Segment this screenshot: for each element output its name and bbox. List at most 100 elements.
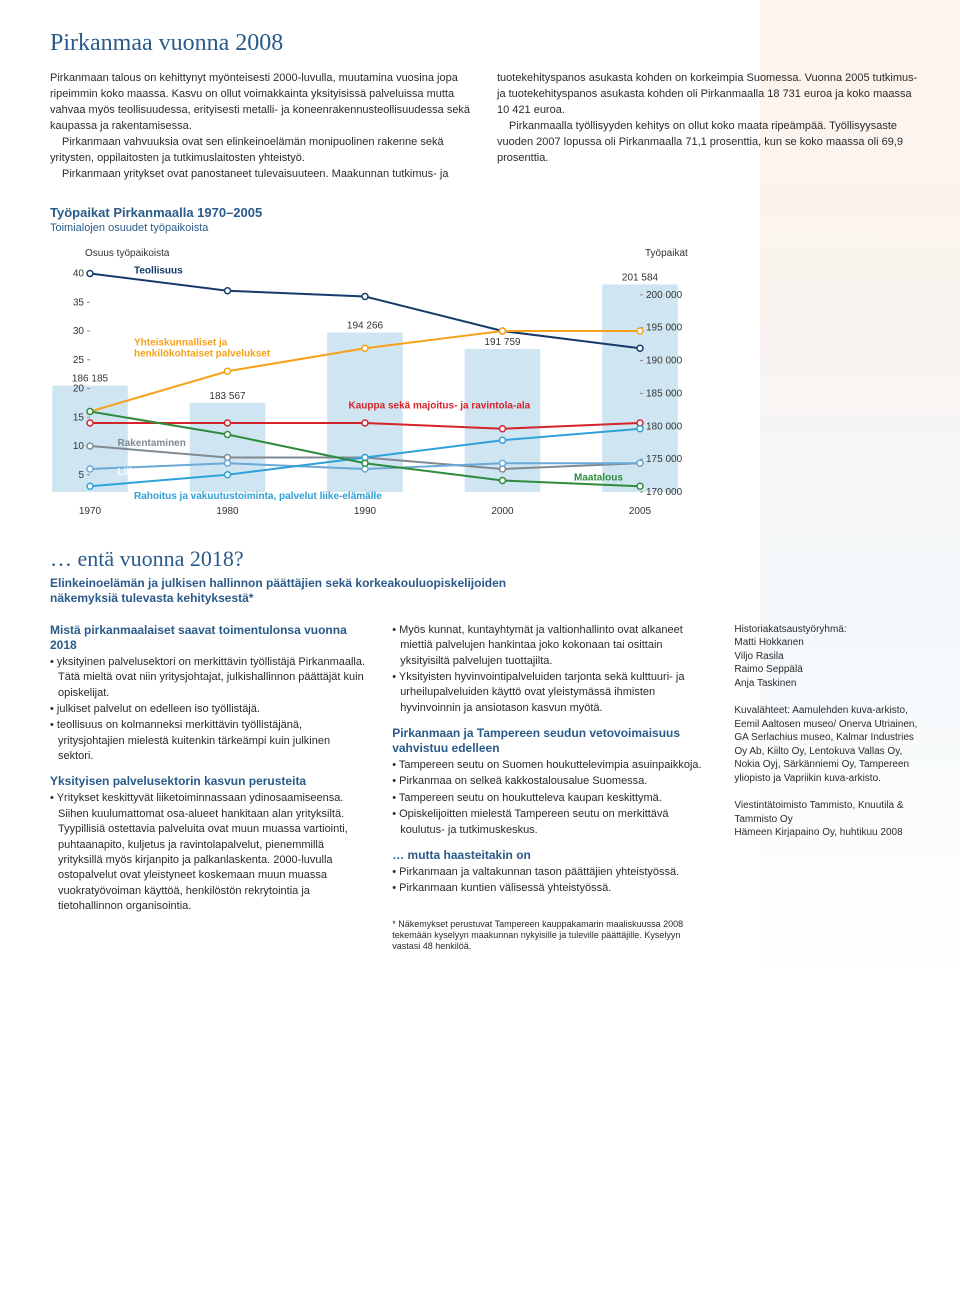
y2-tick: 185 000 — [646, 388, 683, 399]
y-tick: 25 — [73, 354, 85, 365]
x-tick: 2005 — [629, 506, 652, 517]
x-tick: 2000 — [491, 506, 514, 517]
series-label: Teollisuus — [134, 265, 183, 276]
series-marker — [225, 368, 231, 374]
bar-label: 194 266 — [347, 320, 384, 331]
series-marker — [87, 270, 93, 276]
bullet-item: Yksityisten hyvinvointipalveluiden tarjo… — [392, 670, 710, 716]
credits-workgroup: Historiakatsaustyöryhmä:Matti HokkanenVi… — [734, 623, 920, 691]
y2-tick: 200 000 — [646, 289, 683, 300]
svg-text:Työpaikat: Työpaikat — [645, 248, 688, 259]
y-tick: 40 — [73, 268, 85, 279]
series-marker — [362, 293, 368, 299]
y-tick: 5 — [78, 469, 84, 480]
x-tick: 1990 — [354, 506, 377, 517]
bullet-item: Pirkanmaan kuntien välisessä yhteistyöss… — [392, 881, 710, 896]
section-heading: … mutta haasteitakin on — [392, 848, 710, 863]
series-marker — [225, 287, 231, 293]
series-marker — [225, 431, 231, 437]
body-paragraph: Pirkanmaan vahvuuksia ovat sen elinkeino… — [50, 135, 473, 167]
credits-images: Kuvalähteet: Aamulehden kuva-arkisto, Ee… — [734, 704, 920, 785]
series-label: Liikenne — [118, 466, 159, 477]
y-tick: 35 — [73, 297, 85, 308]
page-title: Pirkanmaa vuonna 2008 — [50, 30, 920, 57]
body-paragraph: Pirkanmaan yritykset ovat panostaneet tu… — [50, 167, 473, 183]
credits-publisher: Viestintätoimisto Tammisto, Knuutila & T… — [734, 799, 920, 840]
bar-label: 201 584 — [622, 272, 659, 283]
series-marker — [637, 328, 643, 334]
series-marker — [637, 460, 643, 466]
intro-col-1: Pirkanmaan talous on kehittynyt myönteis… — [50, 71, 473, 183]
credits-sidebar: Historiakatsaustyöryhmä:Matti HokkanenVi… — [734, 623, 920, 953]
body-paragraph: Pirkanmaalla työllisyyden kehitys on oll… — [497, 119, 920, 167]
intro-col-2: tuotekehityspanos asukasta kohden on kor… — [497, 71, 920, 183]
series-marker — [225, 471, 231, 477]
bullet-item: teollisuus on kolmanneksi merkittävin ty… — [50, 718, 368, 764]
section-heading: Yksityisen palvelusektorin kasvun perust… — [50, 774, 368, 789]
chart-section: Työpaikat Pirkanmaalla 1970–2005 Toimial… — [50, 205, 750, 522]
series-marker — [87, 408, 93, 414]
y-tick: 30 — [73, 326, 85, 337]
jobs-chart: Osuus työpaikoistaTyöpaikat186 185183 56… — [50, 242, 710, 522]
svg-text:Osuus työpaikoista: Osuus työpaikoista — [85, 248, 170, 259]
series-marker — [500, 477, 506, 483]
series-label: Rakentaminen — [118, 438, 186, 449]
series-marker — [87, 443, 93, 449]
series-label: henkilökohtaiset palvelukset — [134, 348, 271, 359]
bullet-item: Pirkanmaan ja valtakunnan tason päättäji… — [392, 865, 710, 880]
y2-tick: 175 000 — [646, 454, 683, 465]
section-2018: Mistä pirkanmaalaiset saavat toimentulon… — [50, 623, 920, 953]
bar-label: 183 567 — [209, 390, 246, 401]
series-marker — [362, 345, 368, 351]
series-label: Rahoitus ja vakuutustoiminta, palvelut l… — [134, 491, 382, 502]
y2-tick: 190 000 — [646, 355, 683, 366]
bar-label: 191 759 — [484, 337, 521, 348]
series-marker — [500, 460, 506, 466]
chart-subtitle: Toimialojen osuudet työpaikoista — [50, 222, 750, 234]
bullet-item: Tampereen seutu on Suomen houkuttelevimp… — [392, 758, 710, 773]
bullet-item: julkiset palvelut on edelleen iso työlli… — [50, 702, 368, 717]
subheading-2018: Elinkeinoelämän ja julkisen hallinnon pä… — [50, 576, 570, 607]
chart-title: Työpaikat Pirkanmaalla 1970–2005 — [50, 205, 750, 220]
y-tick: 15 — [73, 412, 85, 423]
footnote: * Näkemykset perustuvat Tampereen kauppa… — [392, 919, 710, 953]
y-tick: 20 — [73, 383, 85, 394]
series-marker — [87, 466, 93, 472]
series-marker — [500, 328, 506, 334]
col-2018-right: Myös kunnat, kuntayhtymät ja valtionhall… — [392, 623, 710, 953]
series-marker — [637, 425, 643, 431]
x-tick: 1980 — [216, 506, 239, 517]
bullet-item: yksityinen palvelusektori on merkittävin… — [50, 655, 368, 701]
intro-columns: Pirkanmaan talous on kehittynyt myönteis… — [50, 71, 920, 183]
bullet-item: Myös kunnat, kuntayhtymät ja valtionhall… — [392, 623, 710, 669]
col-2018-left: Mistä pirkanmaalaiset saavat toimentulon… — [50, 623, 368, 953]
bar — [52, 385, 128, 491]
series-marker — [637, 483, 643, 489]
body-paragraph: Pirkanmaan talous on kehittynyt myönteis… — [50, 71, 473, 135]
body-paragraph: tuotekehityspanos asukasta kohden on kor… — [497, 71, 920, 119]
series-label: Yhteiskunnalliset ja — [134, 337, 228, 348]
y-tick: 10 — [73, 441, 85, 452]
x-tick: 1970 — [79, 506, 102, 517]
bar — [190, 402, 266, 491]
series-label: Maatalous — [574, 472, 623, 483]
y2-tick: 170 000 — [646, 487, 683, 498]
bullet-item: Tampereen seutu on houkutteleva kaupan k… — [392, 791, 710, 806]
y2-tick: 180 000 — [646, 421, 683, 432]
series-marker — [500, 425, 506, 431]
series-marker — [225, 460, 231, 466]
series-marker — [87, 420, 93, 426]
series-marker — [637, 345, 643, 351]
bullet-item: Pirkanmaa on selkeä kakkostalousalue Suo… — [392, 774, 710, 789]
series-marker — [362, 420, 368, 426]
series-marker — [500, 437, 506, 443]
series-marker — [225, 420, 231, 426]
y2-tick: 195 000 — [646, 322, 683, 333]
section-heading: Pirkanmaan ja Tampereen seudun vetovoima… — [392, 726, 710, 756]
section-heading: Mistä pirkanmaalaiset saavat toimentulon… — [50, 623, 368, 653]
bullet-item: Yritykset keskittyvät liiketoiminnassaan… — [50, 791, 368, 914]
page: Pirkanmaa vuonna 2008 Pirkanmaan talous … — [0, 0, 960, 983]
series-label: Kauppa sekä majoitus- ja ravintola-ala — [349, 400, 531, 411]
series-marker — [87, 483, 93, 489]
heading-2018: … entä vuonna 2018? — [50, 546, 920, 572]
